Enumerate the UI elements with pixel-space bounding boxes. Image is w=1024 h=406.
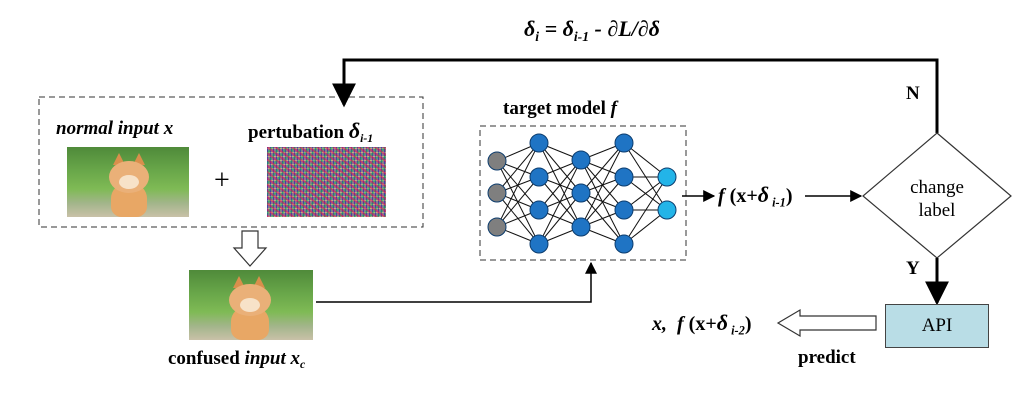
target-model-label: target model f [503,98,617,119]
result-label: x, f (x+δ i-2) [652,310,752,338]
network-connection [496,142,540,194]
network-neuron [614,133,634,153]
network-neuron [529,234,549,254]
network-connection [538,159,582,211]
left-hollow-arrow-icon [776,308,877,338]
network-connection [580,142,625,228]
network-neuron [614,167,634,187]
network-neuron [657,167,677,187]
perturbation-noise-image [267,147,386,217]
network-neuron [487,217,507,237]
network-neuron [614,234,634,254]
no-label: N [906,83,920,104]
normal-cat-image [67,147,189,217]
model-dashed-box [479,125,687,261]
network-neuron [529,200,549,220]
network-connection [580,176,625,228]
plus-sign: + [214,165,230,196]
network-neuron [657,200,677,220]
network-connection [538,159,582,245]
network-neuron [529,167,549,187]
api-box: API [885,304,989,348]
network-connection [496,142,540,228]
network-neuron [529,133,549,153]
network-neuron [571,183,591,203]
input-dashed-box [38,96,424,228]
network-connection [623,176,668,245]
down-hollow-arrow-icon [232,230,268,267]
confused-input-label: confused input xc [168,348,306,372]
update-formula: δi = δi-1 - ∂L/∂δ [524,16,660,44]
api-label: API [921,315,953,336]
change-label-text: change label [910,177,964,221]
neural-network [487,133,677,254]
predict-label: predict [798,347,856,368]
network-connection [496,176,540,228]
network-neuron [571,217,591,237]
yes-label: Y [906,258,920,279]
network-connection [580,142,625,194]
confused-to-model-arrow [316,261,597,303]
model-output-label: f (x+δ i-1) [718,182,793,210]
network-neuron [614,200,634,220]
normal-input-label: normal input x [56,118,174,139]
network-neuron [571,150,591,170]
feedback-loop-arrow [332,58,939,133]
network-connection [538,192,582,245]
network-neuron [487,183,507,203]
network-neuron [487,151,507,171]
perturbation-label: pertubation δi-1 [248,118,374,146]
confused-cat-image [189,270,313,340]
